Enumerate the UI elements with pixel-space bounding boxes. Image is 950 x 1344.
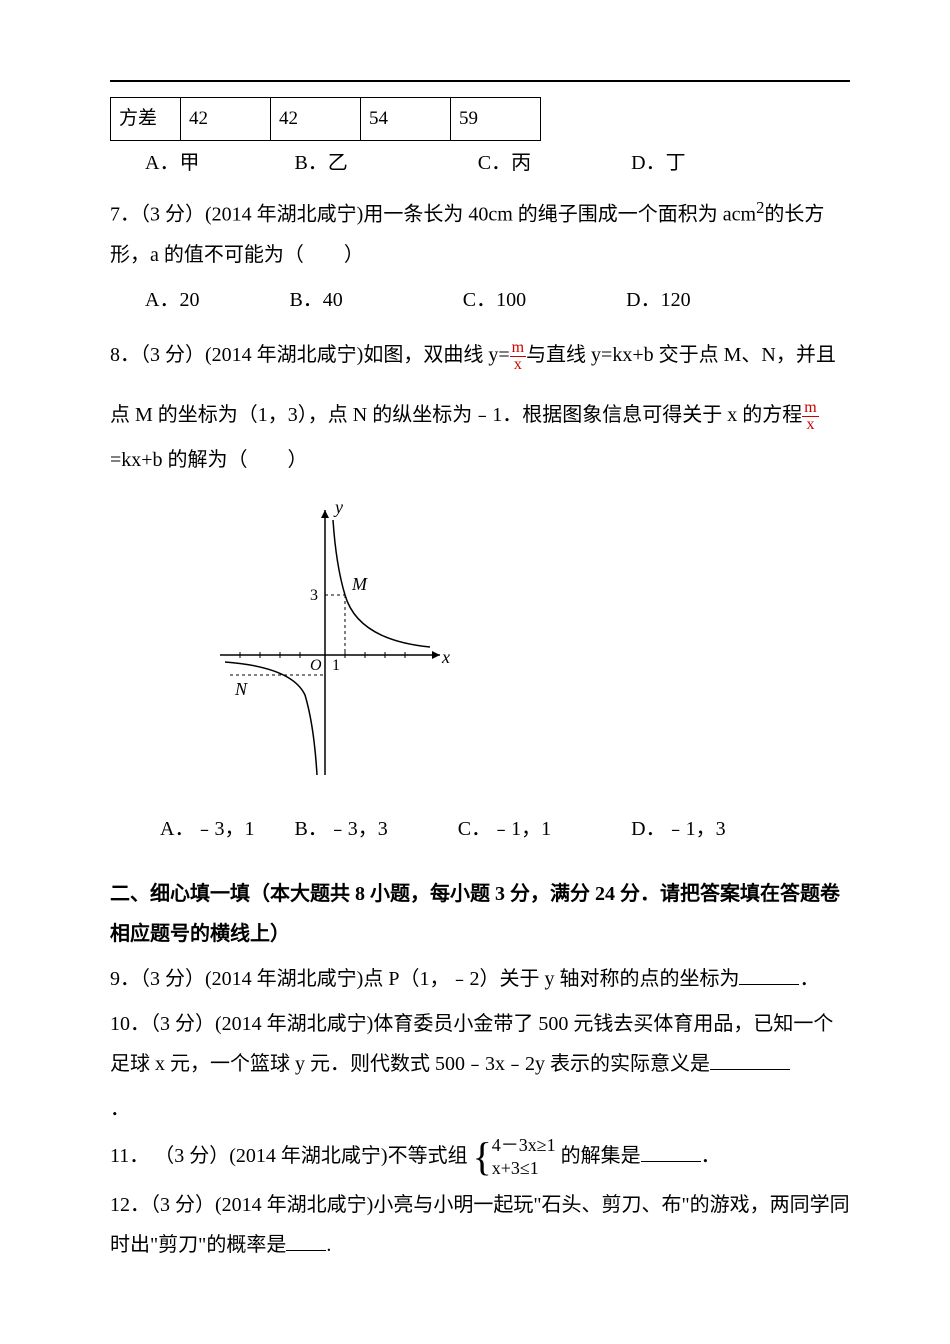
table-cell: 42: [181, 98, 271, 141]
q10-end: ．: [110, 1098, 130, 1120]
question-8: 8．（3 分）(2014 年湖北咸宁)如图，双曲线 y=mx与直线 y=kx+b…: [110, 335, 850, 375]
q11-end: ．: [701, 1145, 721, 1167]
origin-label: O: [310, 657, 322, 674]
section-2-header: 二、细心填一填（本大题共 8 小题，每小题 3 分，满分 24 分．请把答案填在…: [110, 874, 850, 954]
tick-1-label: 1: [332, 657, 340, 674]
q8-options: A．﹣3，1 B．﹣3，3 C．﹣1，1 D．﹣1，3: [110, 809, 850, 849]
question-11: 11． （3 分）(2014 年湖北咸宁)不等式组 { 4－3x≥1 x+3≤1…: [110, 1134, 850, 1181]
blank-fill: [641, 1144, 701, 1162]
table-cell: 59: [451, 98, 541, 141]
q8-text2: 与直线 y=kx+b 交于点 M、N，并且: [526, 344, 836, 366]
q7-text1: 7．（3 分）(2014 年湖北咸宁)用一条长为 40cm 的绳子围成一个面积为…: [110, 204, 756, 226]
option-d: D．丁: [631, 143, 685, 183]
point-n-label: N: [234, 679, 248, 699]
brace-icon: {: [473, 1137, 492, 1177]
question-12: 12．（3 分）(2014 年湖北咸宁)小亮与小明一起玩"石头、剪刀、布"的游戏…: [110, 1185, 850, 1265]
q9-text: 9．（3 分）(2014 年湖北咸宁)点 P（1，﹣2）关于 y 轴对称的点的坐…: [110, 968, 739, 990]
q8-text1: 8．（3 分）(2014 年湖北咸宁)如图，双曲线 y=: [110, 344, 510, 366]
option-c: C．100: [463, 280, 526, 320]
point-m-label: M: [351, 574, 368, 594]
q9-end: ．: [799, 968, 819, 990]
q12-end: .: [326, 1234, 331, 1256]
x-axis-label: x: [441, 647, 450, 667]
question-10: 10．（3 分）(2014 年湖北咸宁)体育委员小金带了 500 元钱去买体育用…: [110, 1004, 850, 1084]
fraction-icon: mx: [510, 340, 526, 373]
q11-text2: 的解集是: [561, 1145, 641, 1167]
option-b: B．﹣3，3: [294, 809, 387, 849]
tick-3-label: 3: [310, 587, 318, 604]
variance-table: 方差 42 42 54 59: [110, 97, 541, 141]
option-b: B．乙: [294, 143, 347, 183]
y-axis-label: y: [333, 497, 343, 517]
blank-fill: [710, 1052, 790, 1070]
table-cell: 42: [271, 98, 361, 141]
q7-options: A．20 B．40 C．100 D．120: [110, 280, 850, 320]
q12-text: 12．（3 分）(2014 年湖北咸宁)小亮与小明一起玩"石头、剪刀、布"的游戏…: [110, 1194, 850, 1256]
q11-text1: 11． （3 分）(2014 年湖北咸宁)不等式组: [110, 1145, 468, 1167]
question-10-end: ．: [110, 1089, 850, 1129]
q8-text3: 点 M 的坐标为（1，3），点 N 的纵坐标为﹣1．根据图象信息可得关于 x 的…: [110, 404, 802, 426]
option-a: A．﹣3，1: [160, 809, 254, 849]
option-d: D．120: [626, 280, 690, 320]
blank-fill: [286, 1233, 326, 1251]
table-cell: 54: [361, 98, 451, 141]
option-a: A．20: [145, 280, 199, 320]
option-a: A．甲: [145, 143, 199, 183]
question-9: 9．（3 分）(2014 年湖北咸宁)点 P（1，﹣2）关于 y 轴对称的点的坐…: [110, 959, 850, 999]
ineq-line1: 4－3x≥1: [492, 1134, 556, 1157]
option-c: C．﹣1，1: [458, 809, 551, 849]
q8-text4: =kx+b 的解为（ ）: [110, 449, 308, 471]
q6-options: A．甲 B．乙 C．丙 D．丁: [110, 143, 850, 183]
header-line: [110, 80, 850, 82]
fraction-icon: mx: [802, 400, 818, 433]
option-b: B．40: [289, 280, 342, 320]
question-8-cont: 点 M 的坐标为（1，3），点 N 的纵坐标为﹣1．根据图象信息可得关于 x 的…: [110, 395, 850, 435]
hyperbola-graph: y x O 1 3 M N: [210, 495, 470, 785]
ineq-line2: x+3≤1: [492, 1157, 556, 1180]
question-8-cont2: =kx+b 的解为（ ）: [110, 440, 850, 480]
table-row-label: 方差: [111, 98, 181, 141]
option-c: C．丙: [478, 143, 531, 183]
blank-fill: [739, 967, 799, 985]
inequality-system: { 4－3x≥1 x+3≤1: [473, 1134, 556, 1181]
option-d: D．﹣1，3: [631, 809, 725, 849]
question-7: 7．（3 分）(2014 年湖北咸宁)用一条长为 40cm 的绳子围成一个面积为…: [110, 191, 850, 275]
